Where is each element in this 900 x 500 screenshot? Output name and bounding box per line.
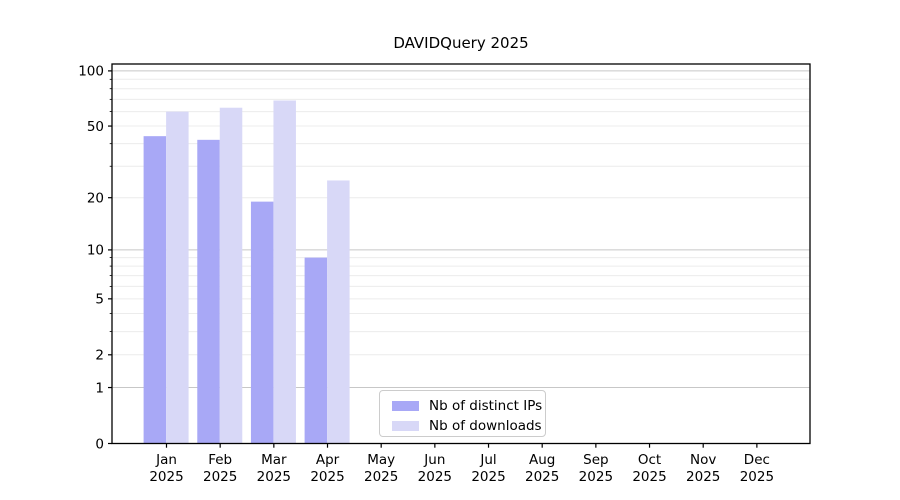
plot-border bbox=[111, 63, 811, 445]
y-tick-label: 2 bbox=[95, 348, 104, 364]
legend-label-downloads: Nb of downloads bbox=[429, 418, 542, 434]
x-tick-label-year: 2025 bbox=[525, 469, 559, 485]
x-tick-label-month: Apr bbox=[316, 452, 340, 468]
y-tick-label: 20 bbox=[87, 190, 104, 206]
y-tick-label: 50 bbox=[87, 119, 104, 135]
x-tick-label-year: 2025 bbox=[686, 469, 720, 485]
x-tick-label-month: Nov bbox=[690, 452, 716, 468]
x-tick-label-year: 2025 bbox=[740, 469, 774, 485]
x-tick-label-year: 2025 bbox=[364, 469, 398, 485]
bar-distinct-ips bbox=[143, 136, 167, 444]
x-tick-label-month: May bbox=[367, 452, 395, 468]
legend-swatch-downloads bbox=[392, 421, 419, 431]
chart-title: DAVIDQuery 2025 bbox=[393, 34, 529, 52]
x-tick-label-month: Aug bbox=[529, 452, 555, 468]
bar-distinct-ips bbox=[250, 201, 274, 444]
bar-downloads bbox=[219, 107, 243, 444]
legend-entry-distinct-ips: Nb of distinct IPs bbox=[392, 398, 545, 414]
bar-downloads bbox=[273, 100, 296, 444]
x-tick-label-month: Jul bbox=[479, 452, 496, 468]
x-tick-label-month: Mar bbox=[261, 452, 287, 468]
x-tick-label-month: Sep bbox=[583, 452, 608, 468]
bar-distinct-ips bbox=[304, 257, 328, 444]
y-tick-label: 100 bbox=[78, 64, 104, 80]
x-tick-label-year: 2025 bbox=[257, 469, 291, 485]
x-tick-label-year: 2025 bbox=[149, 469, 183, 485]
y-tick-label: 10 bbox=[87, 243, 104, 259]
legend-entry-downloads: Nb of downloads bbox=[392, 418, 545, 434]
bar-distinct-ips bbox=[197, 139, 220, 444]
legend-swatch-distinct-ips bbox=[392, 401, 419, 411]
x-tick-label-year: 2025 bbox=[471, 469, 505, 485]
x-tick-label-month: Jun bbox=[423, 452, 445, 468]
x-tick-label-year: 2025 bbox=[310, 469, 344, 485]
x-tick-label-month: Feb bbox=[208, 452, 232, 468]
x-tick-label-year: 2025 bbox=[579, 469, 613, 485]
legend: Nb of distinct IPs Nb of downloads bbox=[379, 390, 546, 437]
bar-downloads bbox=[327, 180, 350, 444]
y-tick-label: 1 bbox=[95, 380, 104, 396]
y-tick-label: 0 bbox=[95, 436, 104, 452]
x-tick-label-month: Dec bbox=[744, 452, 770, 468]
x-tick-label-year: 2025 bbox=[632, 469, 666, 485]
y-tick-label: 5 bbox=[95, 292, 104, 308]
x-tick-label-year: 2025 bbox=[418, 469, 452, 485]
x-tick-label-year: 2025 bbox=[203, 469, 237, 485]
x-tick-label-month: Jan bbox=[155, 452, 177, 468]
x-tick-label-month: Oct bbox=[638, 452, 661, 468]
bar-downloads bbox=[166, 111, 189, 444]
legend-label-distinct-ips: Nb of distinct IPs bbox=[429, 398, 543, 414]
